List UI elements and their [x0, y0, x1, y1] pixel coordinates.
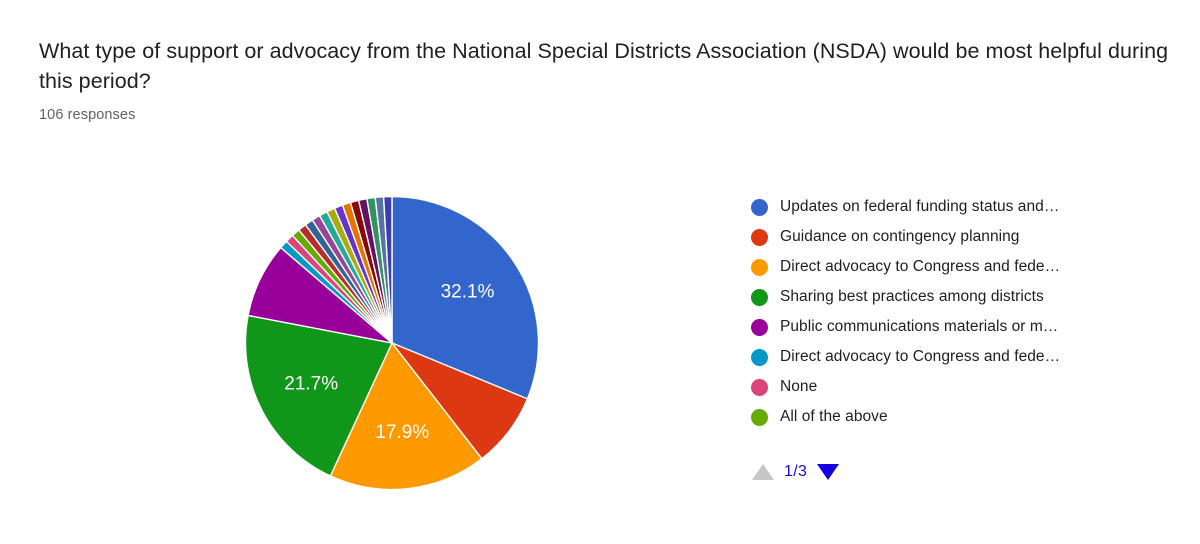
- pie-slice[interactable]: [382, 195, 393, 344]
- pager-page-indicator: 1/3: [784, 463, 808, 480]
- pie-slice-percent-label: 32.1%: [441, 282, 495, 303]
- legend-item-label: None: [780, 378, 818, 395]
- legend-dot-icon: [751, 288, 768, 306]
- legend-item[interactable]: Direct advocacy to Congress and fede…: [751, 252, 1171, 282]
- legend-item[interactable]: All of the above: [751, 402, 1171, 432]
- legend-item[interactable]: Guidance on contingency planning: [751, 222, 1171, 252]
- pie-chart[interactable]: 32.1% 17.9% 21.7%: [244, 195, 540, 491]
- chart-legend: Updates on federal funding status and… Gu…: [751, 192, 1171, 432]
- legend-item[interactable]: Sharing best practices among districts: [751, 282, 1171, 312]
- legend-item-label: All of the above: [780, 408, 888, 425]
- pie-slice-percent-label: 17.9%: [375, 422, 429, 443]
- pie-slice[interactable]: [329, 342, 483, 491]
- pie-chart-svg[interactable]: 32.1% 17.9% 21.7%: [244, 195, 540, 491]
- legend-item[interactable]: Updates on federal funding status and…: [751, 192, 1171, 222]
- chart-container: 32.1% 17.9% 21.7% Updates on federal fundi…: [0, 160, 1200, 544]
- pie-label-group: 32.1% 17.9% 21.7%: [284, 282, 494, 444]
- response-count: 106 responses: [39, 107, 136, 123]
- triangle-down-icon[interactable]: [817, 464, 840, 480]
- legend-item-label: Sharing best practices among districts: [780, 288, 1044, 305]
- legend-pager[interactable]: 1/3: [752, 458, 840, 486]
- legend-dot-icon: [751, 408, 768, 426]
- legend-item[interactable]: None: [751, 372, 1171, 402]
- legend-dot-icon: [751, 198, 768, 216]
- legend-item-label: Public communications materials or m…: [780, 318, 1059, 335]
- legend-item[interactable]: Public communications materials or m…: [751, 312, 1171, 342]
- legend-item-label: Direct advocacy to Congress and fede…: [780, 258, 1061, 275]
- legend-item-label: Guidance on contingency planning: [780, 228, 1020, 245]
- question-header: What type of support or advocacy from th…: [39, 36, 1169, 125]
- legend-dot-icon: [751, 258, 768, 276]
- pie-slice[interactable]: [391, 195, 540, 400]
- legend-item[interactable]: Direct advocacy to Congress and fede…: [751, 342, 1171, 372]
- pie-slice-group[interactable]: [244, 195, 540, 491]
- legend-dot-icon: [751, 348, 768, 366]
- triangle-up-icon[interactable]: [752, 464, 774, 480]
- page-title: What type of support or advocacy from th…: [39, 39, 1175, 93]
- legend-dot-icon: [751, 318, 768, 336]
- legend-dot-icon: [751, 378, 768, 396]
- legend-item-label: Updates on federal funding status and…: [780, 198, 1060, 215]
- legend-dot-icon: [751, 228, 768, 246]
- pie-slice[interactable]: [244, 314, 393, 477]
- pie-slice-percent-label: 21.7%: [284, 373, 338, 394]
- legend-item-label: Direct advocacy to Congress and fede…: [780, 348, 1061, 365]
